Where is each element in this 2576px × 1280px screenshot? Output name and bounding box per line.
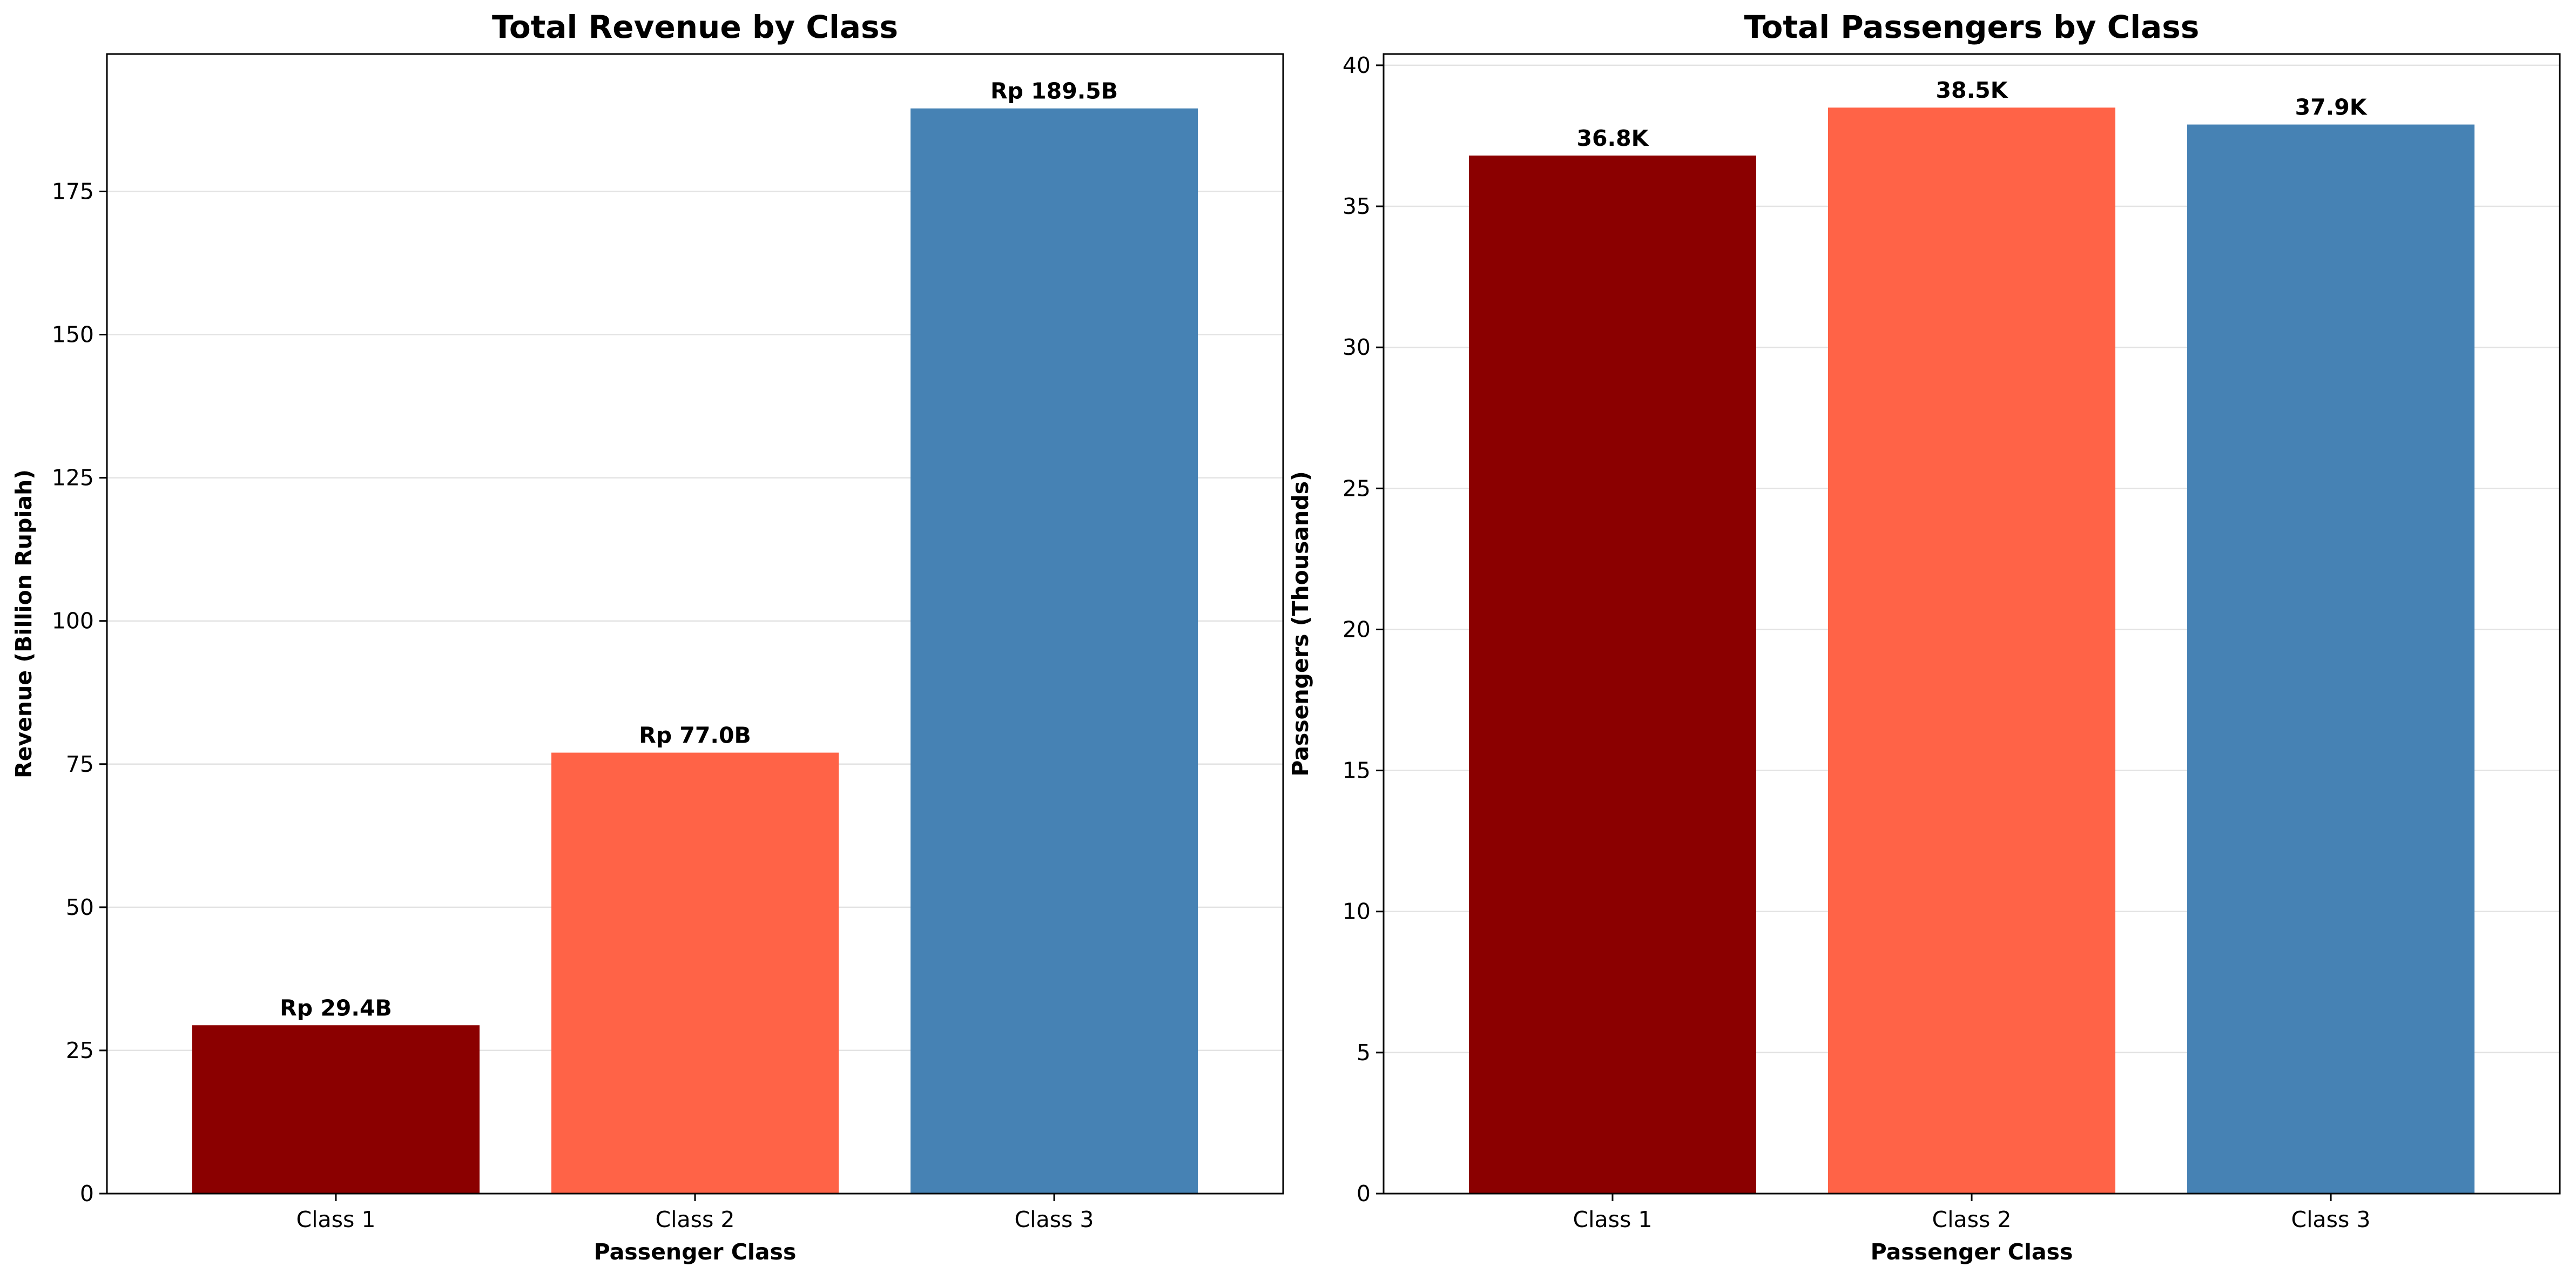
bar-class-1 (1468, 156, 1756, 1194)
revenue-chart: Total Revenue by Class Passenger Class R… (11, 9, 1284, 1265)
y-tick-label: 20 (1343, 616, 1371, 642)
data-label-class-1: 36.8K (1576, 125, 1649, 151)
chart-title: Total Revenue by Class (492, 9, 898, 45)
bar-class-2 (551, 752, 839, 1194)
plot-frame (106, 53, 1284, 1195)
bar-class-2 (1828, 107, 2116, 1194)
y-tick-label: 0 (1357, 1181, 1371, 1207)
data-label-class-1: Rp 29.4B (280, 995, 392, 1021)
x-tick-label: Class 2 (656, 1207, 735, 1232)
x-axis-label: Passenger Class (1871, 1239, 2073, 1265)
bar-class-3 (911, 108, 1198, 1194)
x-tick-label: Class 3 (2291, 1207, 2371, 1232)
y-tick-label: 150 (52, 322, 94, 348)
y-tick-label: 50 (66, 894, 94, 920)
plot-frame (1383, 53, 2561, 1195)
y-axis-label: Passengers (Thousands) (1287, 471, 1313, 776)
data-label-class-3: Rp 189.5B (990, 78, 1118, 104)
chart-title: Total Passengers by Class (1744, 9, 2200, 45)
y-tick-label: 125 (52, 465, 94, 491)
axis-ticks: 0 25 50 75 100 125 150 175 Class 1 Class 2 Class 3 (52, 178, 1094, 1232)
y-tick-label: 25 (66, 1038, 94, 1063)
y-axis-label: Revenue (Billion Rupiah) (11, 469, 37, 778)
y-tick-label: 15 (1343, 758, 1371, 784)
y-tick-label: 40 (1343, 52, 1371, 78)
data-label-class-2: Rp 77.0B (639, 723, 751, 749)
y-tick-label: 10 (1343, 899, 1371, 925)
x-tick-label: Class 1 (1573, 1207, 1652, 1232)
x-tick-label: Class 2 (1932, 1207, 2012, 1232)
x-axis-label: Passenger Class (594, 1239, 797, 1265)
y-tick-label: 30 (1343, 334, 1371, 360)
y-tick-label: 100 (52, 608, 94, 634)
passengers-chart: Total Passengers by Class Passenger Clas… (1287, 9, 2561, 1265)
bars: 36.8K 38.5K 37.9K (1468, 77, 2475, 1194)
x-tick-label: Class 3 (1015, 1207, 1094, 1232)
y-tick-label: 25 (1343, 475, 1371, 501)
axis-ticks: 0 5 10 15 20 25 30 35 40 Class 1 Class 2 Class 3 (1343, 52, 2371, 1232)
data-label-class-2: 38.5K (1936, 77, 2009, 103)
y-tick-label: 75 (66, 751, 94, 777)
x-tick-label: Class 1 (296, 1207, 375, 1232)
bar-class-3 (2187, 124, 2475, 1194)
y-tick-label: 0 (80, 1181, 94, 1207)
y-tick-label: 35 (1343, 193, 1371, 219)
data-label-class-3: 37.9K (2295, 95, 2368, 120)
bars: Rp 29.4B Rp 77.0B Rp 189.5B (192, 78, 1198, 1194)
bar-class-1 (192, 1025, 480, 1194)
y-tick-label: 175 (52, 178, 94, 204)
y-tick-label: 5 (1357, 1040, 1371, 1066)
